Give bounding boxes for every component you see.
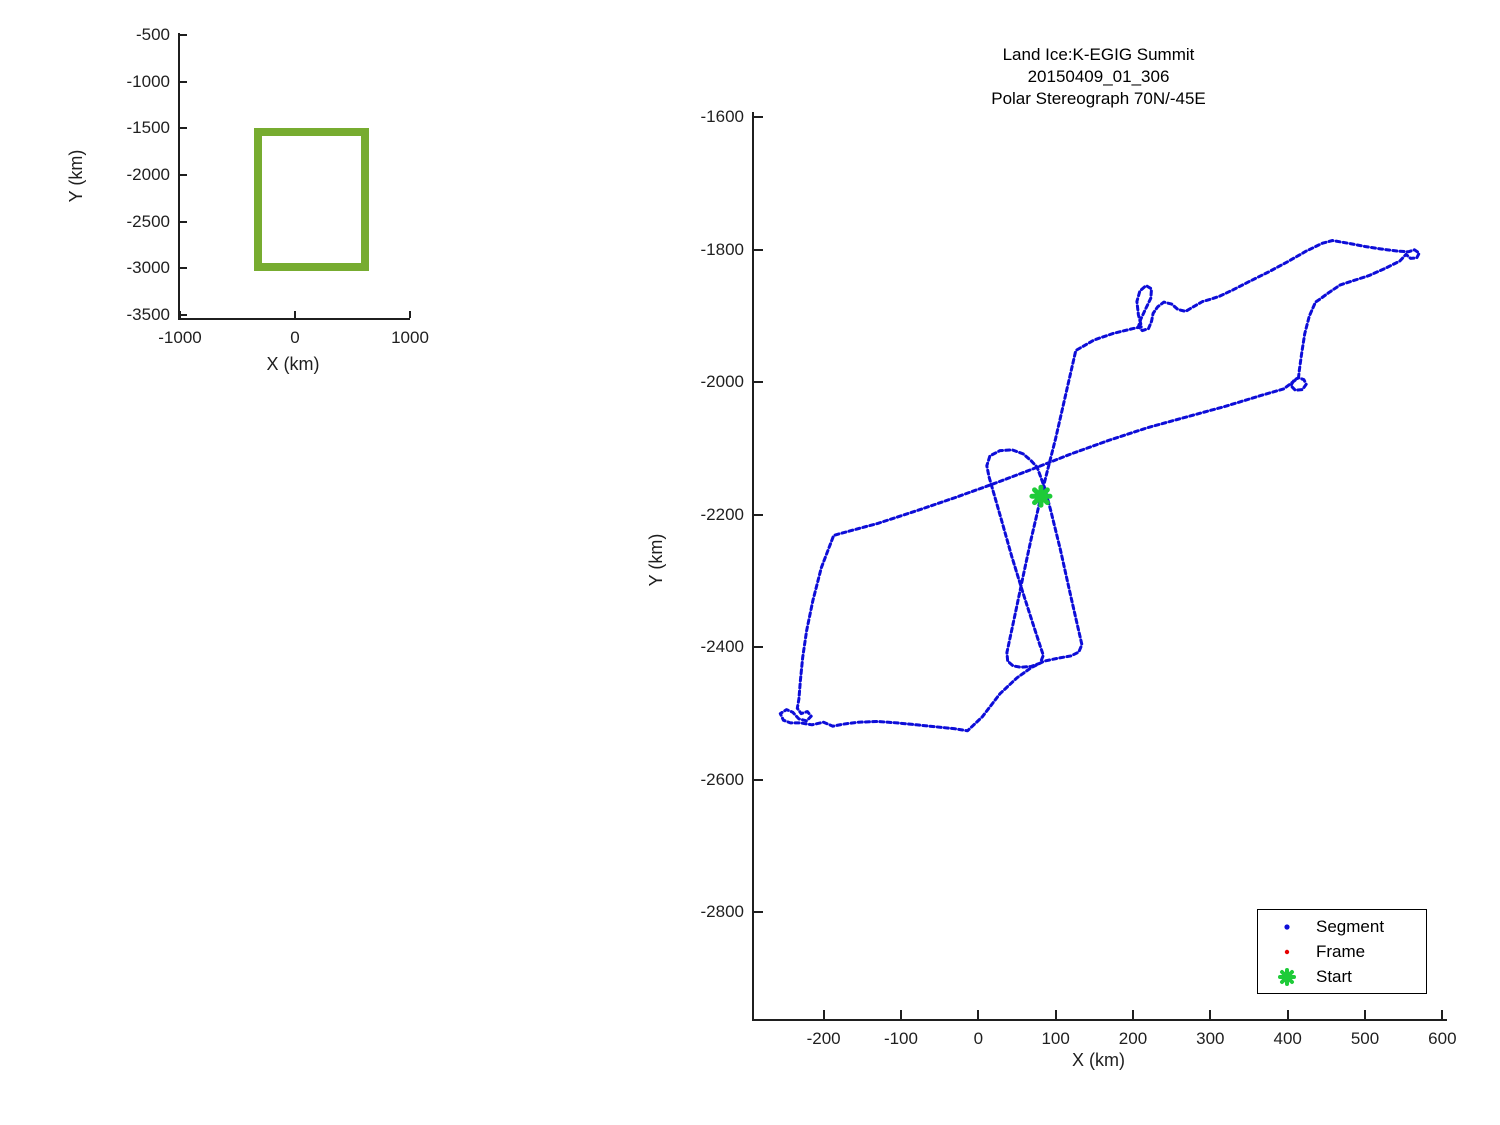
y-tick-mark <box>754 248 763 251</box>
flight-track-canvas <box>778 239 1421 733</box>
x-tick-mark <box>1131 1010 1134 1019</box>
x-tick-mark <box>1286 1010 1289 1019</box>
flight-x-axis-label: X (km) <box>1072 1050 1125 1070</box>
y-tick-mark <box>180 220 187 223</box>
x-tick-label: -1000 <box>158 328 202 347</box>
y-tick-mark <box>754 513 763 516</box>
y-tick-label: -1000 <box>126 71 170 91</box>
y-tick-mark <box>754 646 763 649</box>
y-tick-label: -500 <box>135 25 170 45</box>
x-tick-label: -100 <box>883 1029 918 1048</box>
plot-title: Land Ice:K-EGIG Summit 20150409_01_306 P… <box>752 44 1445 110</box>
y-tick-mark <box>754 381 763 384</box>
legend-label-segment: Segment <box>1316 916 1385 936</box>
x-tick-mark <box>294 311 296 318</box>
legend-label-frame: Frame <box>1316 941 1366 961</box>
start-marker <box>1029 484 1053 508</box>
legend-item-frame: Frame <box>1258 939 1426 964</box>
y-tick-label: -2400 <box>700 637 744 657</box>
frame-dot-icon <box>1258 942 1316 962</box>
y-tick-mark <box>754 911 763 914</box>
y-tick-mark <box>754 778 763 781</box>
x-tick-label: 200 <box>1118 1029 1148 1048</box>
overview-y-axis-label: Y (km) <box>66 149 86 203</box>
x-tick-label: 0 <box>973 1029 984 1048</box>
segment-dot-icon <box>1258 917 1316 937</box>
y-tick-label: -2600 <box>700 769 744 789</box>
plot-title-line-3: Polar Stereograph 70N/-45E <box>991 89 1206 108</box>
y-tick-label: -1600 <box>700 107 744 127</box>
y-tick-mark <box>180 127 187 130</box>
x-tick-label: 100 <box>1041 1029 1070 1048</box>
x-tick-label: 600 <box>1428 1029 1457 1048</box>
y-tick-label: -2500 <box>126 211 170 231</box>
x-tick-mark <box>1364 1010 1367 1019</box>
plot-title-line-2: 20150409_01_306 <box>1027 67 1170 86</box>
x-tick-mark <box>822 1010 825 1019</box>
start-star-icon <box>1258 966 1316 988</box>
overview-x-axis-label: X (km) <box>266 354 320 374</box>
x-tick-mark <box>899 1010 902 1019</box>
legend-item-start: Start <box>1258 964 1426 989</box>
segment-path <box>778 239 1421 733</box>
legend-item-segment: Segment <box>1258 914 1426 939</box>
x-tick-mark <box>1209 1010 1212 1019</box>
plot-title-line-1: Land Ice:K-EGIG Summit <box>1002 45 1195 64</box>
y-tick-label: -2000 <box>126 164 170 184</box>
x-tick-label: 500 <box>1350 1029 1380 1048</box>
x-tick-label: 1000 <box>391 328 429 347</box>
flight-y-axis-label: Y (km) <box>646 533 666 587</box>
x-tick-label: 400 <box>1273 1029 1302 1048</box>
legend: Segment Frame Start <box>1257 909 1427 994</box>
x-tick-mark <box>1441 1010 1444 1019</box>
y-tick-label: -2200 <box>700 504 744 524</box>
y-tick-mark <box>180 34 187 37</box>
x-tick-label: 0 <box>290 328 300 347</box>
y-tick-label: -3500 <box>126 304 170 324</box>
x-tick-label: 300 <box>1196 1029 1225 1048</box>
y-tick-label: -2000 <box>700 372 744 392</box>
legend-label-start: Start <box>1316 966 1352 986</box>
y-tick-mark <box>180 80 187 83</box>
flight-track-plot-area: -1600 -1800 -2000 -2200 -2400 -2600 -2800 -200 -… <box>701 107 1457 1048</box>
y-tick-label: -3000 <box>126 258 170 278</box>
x-tick-mark <box>179 311 181 318</box>
x-tick-mark <box>1054 1010 1057 1019</box>
x-tick-mark <box>977 1010 980 1019</box>
x-tick-mark <box>409 311 411 318</box>
y-tick-mark <box>180 313 187 316</box>
y-tick-mark <box>754 116 763 119</box>
y-tick-label: -1500 <box>126 118 170 138</box>
coverage-rectangle <box>253 128 369 272</box>
y-tick-mark <box>180 267 187 270</box>
y-tick-mark <box>180 173 187 176</box>
y-tick-label: -2800 <box>700 902 744 922</box>
y-tick-label: -1800 <box>700 239 744 259</box>
x-tick-label: -200 <box>806 1029 841 1048</box>
overview-plot-area: -500 -1000 -1500 -2000 -2500 -3000 -3500 -1000 0… <box>127 25 429 347</box>
